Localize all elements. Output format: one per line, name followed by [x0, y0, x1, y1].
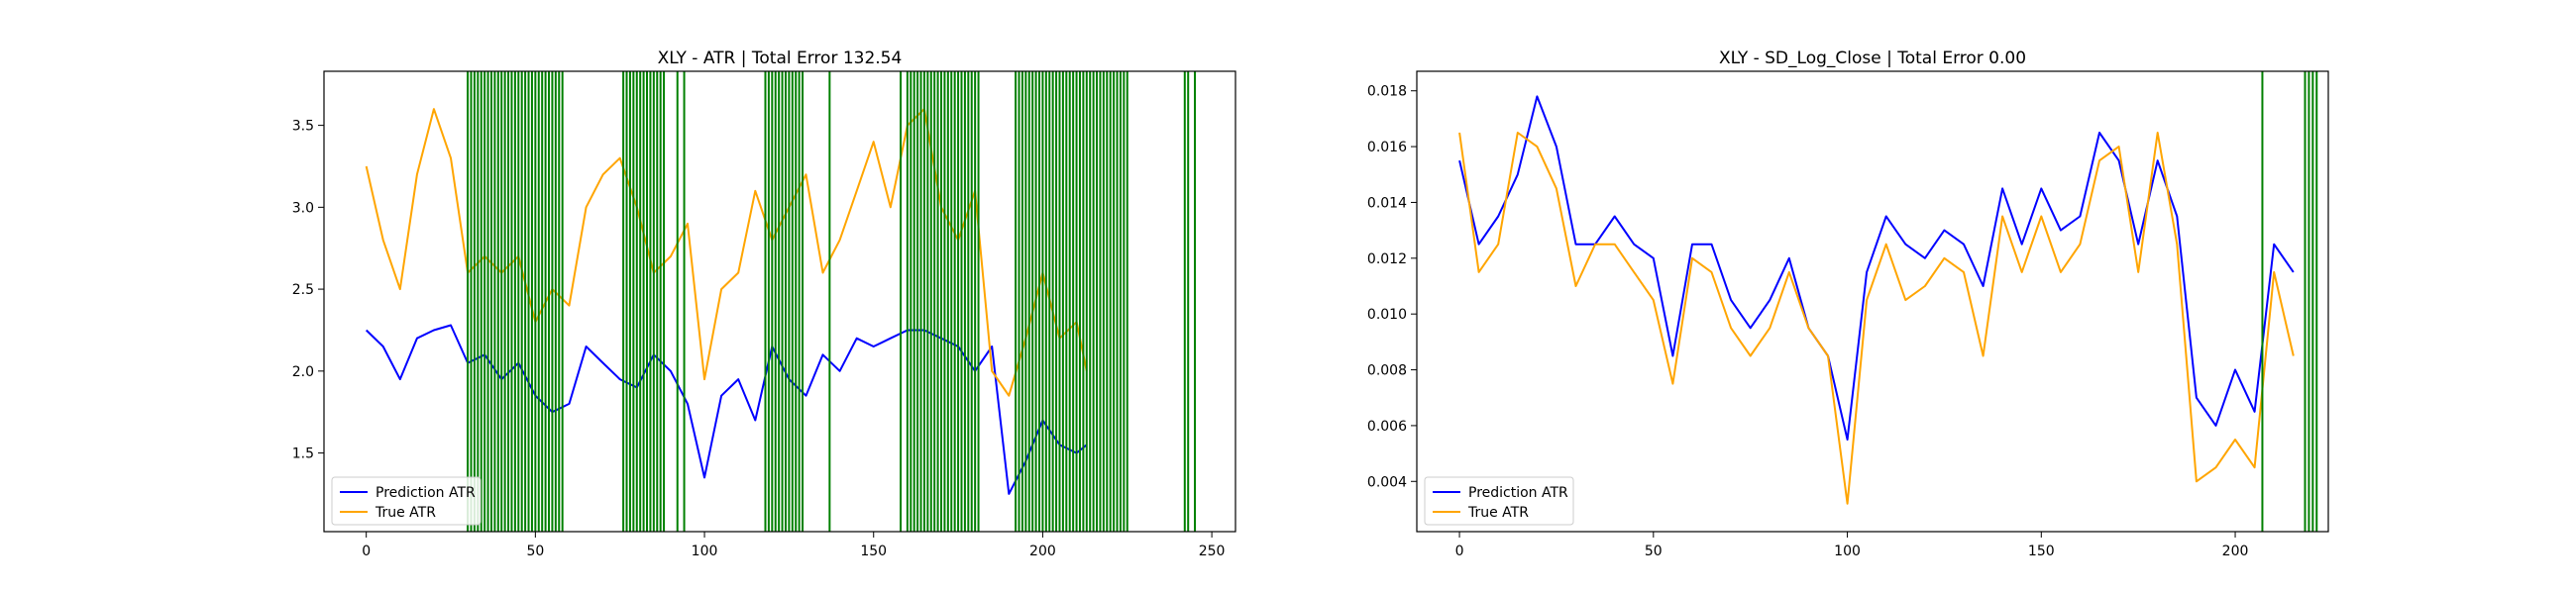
- chart-title: XLY - ATR | Total Error 132.54: [658, 49, 903, 68]
- chart-title: XLY - SD_Log_Close | Total Error 0.00: [1719, 49, 2026, 68]
- x-tick-label: 200: [1029, 544, 1056, 559]
- x-tick-label: 50: [1645, 544, 1663, 559]
- chart-atr: XLY - ATR | Total Error 132.54 0 50 100 150…: [292, 49, 1236, 559]
- y-tick-label: 1.5: [292, 446, 314, 462]
- x-tick-label: 150: [2028, 544, 2055, 559]
- axes-frame: [323, 70, 1236, 533]
- legend: Prediction ATR True ATR: [1424, 476, 1574, 526]
- x-tick-label: 250: [1199, 544, 1226, 559]
- legend-box: [331, 476, 482, 526]
- y-tick-label: 3.5: [292, 119, 314, 135]
- y-tick-label: 0.012: [1367, 251, 1407, 267]
- chart-sd-log-close: XLY - SD_Log_Close | Total Error 0.00 0 5…: [1367, 49, 2329, 559]
- x-tick-label: 200: [2222, 544, 2249, 559]
- series-line-prediction: [1458, 95, 2295, 441]
- legend-label: Prediction ATR: [376, 485, 476, 501]
- legend-label: True ATR: [375, 505, 436, 521]
- axes-frame: [1416, 70, 2329, 533]
- y-tick-label: 0.008: [1367, 363, 1407, 379]
- y-tick-label: 0.006: [1367, 419, 1407, 435]
- plot-area: [1458, 71, 2318, 532]
- y-tick-label: 0.018: [1367, 84, 1407, 100]
- y-tick-label: 0.010: [1367, 307, 1407, 323]
- y-tick-label: 0.004: [1367, 474, 1407, 490]
- x-tick-label: 150: [860, 544, 887, 559]
- plot-area: [365, 71, 1197, 532]
- series-line-true: [1458, 132, 2295, 505]
- y-tick-label: 2.0: [292, 364, 314, 380]
- legend-label: True ATR: [1467, 505, 1529, 521]
- y-tick-label: 3.0: [292, 200, 314, 216]
- x-tick-label: 100: [1834, 544, 1861, 559]
- y-tick-label: 0.016: [1367, 140, 1407, 155]
- legend-label: Prediction ATR: [1468, 485, 1568, 501]
- legend: Prediction ATR True ATR: [331, 476, 482, 526]
- y-tick-label: 2.5: [292, 282, 314, 298]
- x-tick-label: 50: [526, 544, 544, 559]
- x-tick-label: 100: [692, 544, 718, 559]
- legend-box: [1424, 476, 1574, 526]
- x-tick-label: 0: [1455, 544, 1464, 559]
- x-tick-label: 0: [362, 544, 371, 559]
- y-tick-label: 0.014: [1367, 195, 1407, 211]
